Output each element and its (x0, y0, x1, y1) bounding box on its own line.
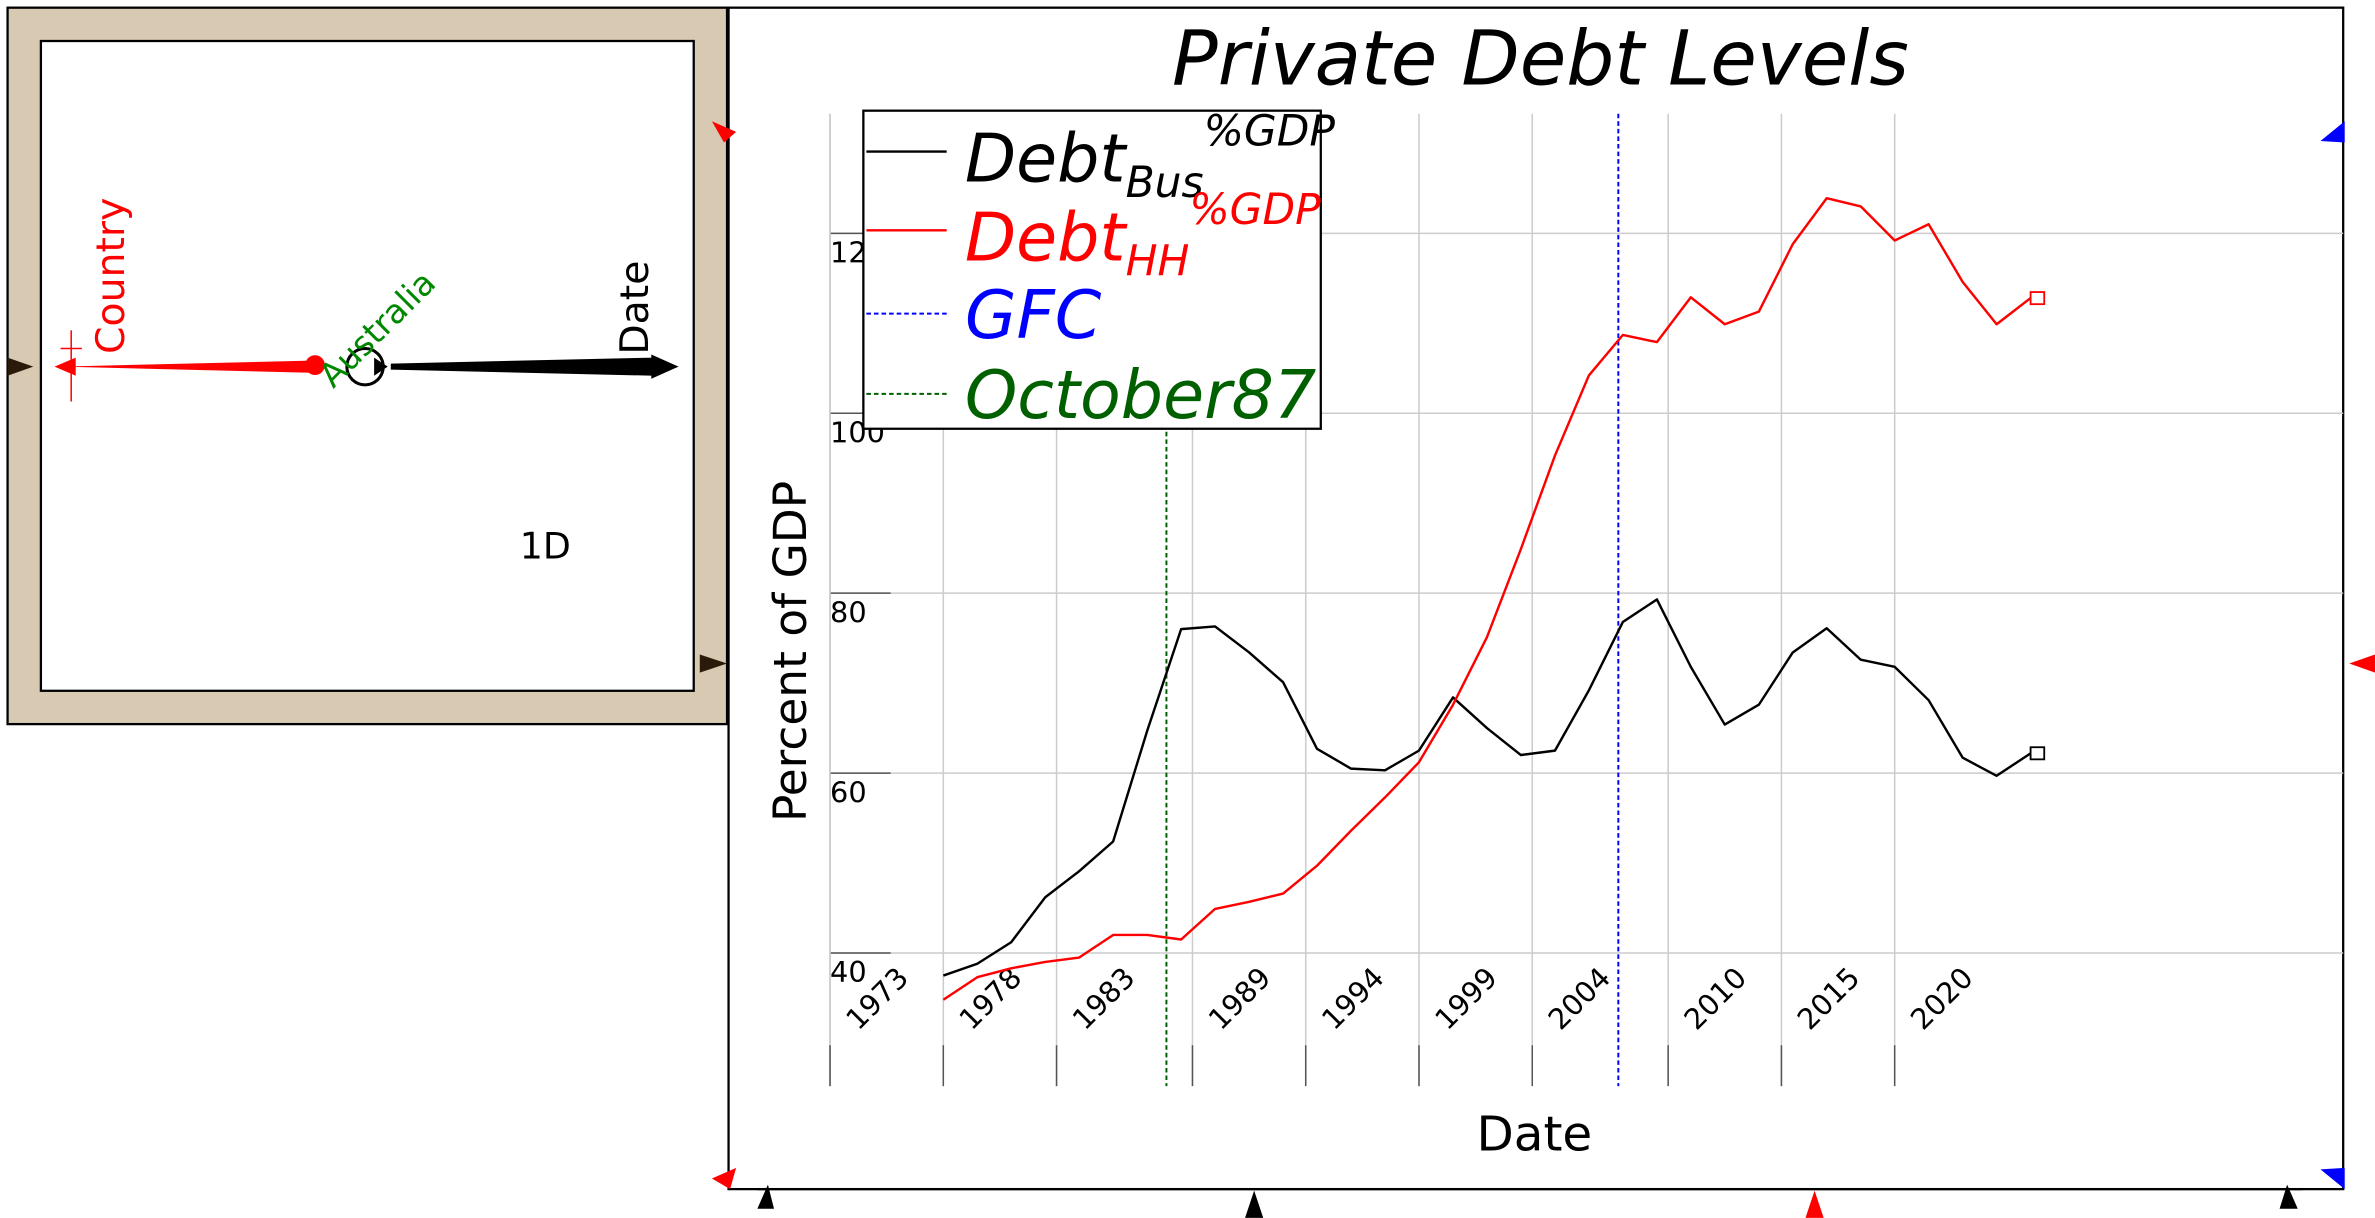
y-tick-label: 80 (830, 595, 867, 629)
legend-sup: %GDP (1204, 107, 1336, 156)
slicer[interactable] (305, 355, 325, 375)
ravel-center-arrow (374, 357, 388, 376)
chart-title: Private Debt Levels (1172, 15, 1909, 103)
legend-box (862, 109, 1322, 430)
legend-sub: Bus (1126, 158, 1204, 207)
handle-label: Date (612, 261, 658, 355)
legend-sup: %GDP (1189, 186, 1321, 235)
port (711, 1167, 737, 1190)
legend-sub: HH (1126, 237, 1190, 286)
handle-date[interactable] (390, 357, 655, 376)
legend-label: DebtBus%GDP (965, 107, 1336, 207)
port (2320, 1167, 2345, 1190)
series-line (942, 598, 2032, 977)
handle-label: Country (88, 198, 134, 354)
handle-country[interactable] (60, 360, 311, 373)
port (699, 654, 728, 673)
port (1245, 1190, 1264, 1218)
legend-label: DebtHH%GDP (965, 186, 1321, 286)
end-marker (2029, 291, 2046, 306)
y-tick-label: 60 (830, 775, 867, 809)
y-tick-label: 40 (830, 955, 867, 989)
legend-name: Debt (965, 199, 1129, 277)
port (7, 357, 34, 376)
port (757, 1184, 774, 1209)
port (2320, 121, 2345, 143)
legend-label: October87 (965, 356, 1316, 434)
x-axis-label: Date (1476, 1107, 1592, 1163)
rank-label: 1D (520, 524, 571, 567)
legend-label: GFC (965, 276, 1102, 354)
series-line (942, 197, 2032, 1001)
port (2279, 1184, 2298, 1209)
handle-arrow (651, 354, 679, 379)
y-axis-label: Percent of GDP (764, 481, 817, 822)
legend-name: Debt (965, 120, 1129, 198)
end-marker (2029, 746, 2046, 761)
port (1805, 1190, 1824, 1218)
port (2349, 654, 2375, 673)
